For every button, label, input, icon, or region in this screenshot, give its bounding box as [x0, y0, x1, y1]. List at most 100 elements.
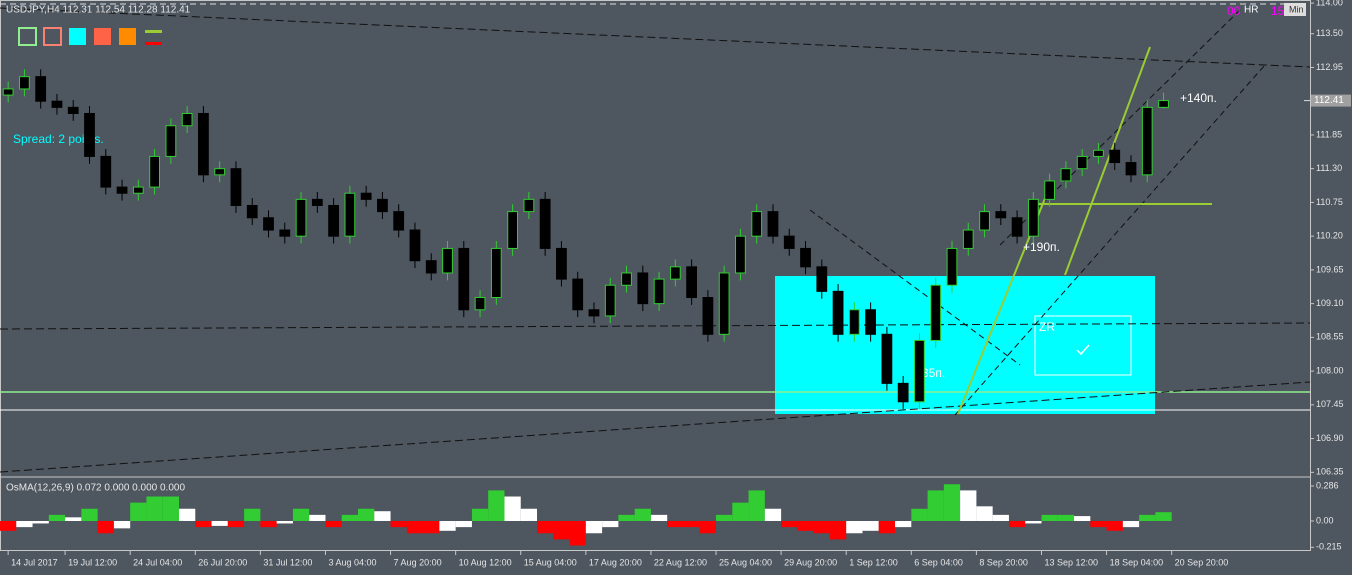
x-tick-label: 26 Jul 20:00 — [198, 557, 247, 567]
candle-body — [149, 155, 160, 188]
candle-body — [979, 211, 990, 231]
candle-body — [1011, 217, 1023, 237]
channel-line — [999, 9, 1241, 246]
fan-line — [1064, 46, 1151, 276]
candle-body — [930, 284, 942, 341]
osma-bar — [829, 521, 847, 540]
trend-line — [0, 381, 1311, 473]
osma-bar — [1106, 521, 1123, 531]
osma-bar — [667, 521, 684, 528]
indicator-header: OsMA(12,26,9) 0.072 0.000 0.000 0.000 — [6, 483, 185, 494]
x-tick-label: 1 Sep 12:00 — [849, 557, 898, 567]
y-tick-label: 109.65 — [1316, 264, 1344, 274]
osma-bar — [976, 506, 993, 521]
osma-bar — [634, 508, 651, 521]
osma-bar — [602, 521, 619, 528]
osma-bar — [48, 514, 66, 521]
osma-bar — [748, 490, 765, 521]
timer-badge — [1284, 3, 1306, 16]
y-tick-label: 106.35 — [1316, 467, 1344, 477]
osma-bar — [0, 521, 17, 531]
trend-line — [0, 7, 1311, 68]
candle-body — [1060, 168, 1072, 182]
osma-bar — [895, 521, 912, 528]
osma-bar — [781, 521, 798, 528]
candle-body — [783, 235, 795, 249]
y-tick-label: 106.90 — [1316, 433, 1344, 443]
osma-bar — [439, 521, 456, 531]
osma-bar — [325, 521, 342, 528]
osma-bar — [179, 508, 196, 521]
osma-bar — [146, 496, 163, 521]
color-swatch[interactable] — [69, 28, 86, 45]
x-tick-label: 22 Aug 12:00 — [654, 557, 707, 567]
osma-bar — [276, 521, 293, 524]
timer-hours: 00 — [1227, 4, 1241, 18]
osma-bar — [537, 521, 554, 534]
x-tick-label: 18 Sep 04:00 — [1110, 557, 1164, 567]
check-icon — [1076, 344, 1090, 356]
osma-bar — [1155, 512, 1172, 521]
osma-bar — [911, 508, 928, 521]
osma-bar — [927, 490, 944, 521]
candle-body — [230, 168, 242, 206]
color-swatch[interactable] — [94, 28, 111, 45]
candle-body — [914, 339, 925, 403]
line-swatch[interactable] — [145, 42, 162, 45]
osma-bar — [732, 502, 749, 521]
y-tick-label: 112.95 — [1316, 62, 1343, 72]
osma-bar — [244, 508, 261, 521]
candle-body — [165, 125, 177, 157]
candle-body — [816, 266, 828, 292]
osma-bar — [813, 521, 830, 534]
candle-body — [621, 272, 632, 286]
candle-body — [962, 229, 974, 249]
y-tick-label: 110.20 — [1316, 231, 1343, 241]
osma-bar — [97, 521, 114, 534]
osma-bar — [797, 521, 814, 531]
osma-bar — [1025, 521, 1042, 524]
candle-body — [881, 333, 893, 384]
candle-body — [490, 247, 502, 299]
candle-body — [1158, 100, 1169, 108]
channel-line — [809, 209, 1021, 366]
candle-body — [848, 309, 860, 335]
x-tick-label: 13 Sep 12:00 — [1044, 557, 1098, 567]
candle-body — [1141, 106, 1153, 176]
y-tick-label: 108.00 — [1316, 365, 1344, 375]
candle-body — [507, 211, 518, 249]
zone — [775, 276, 1155, 414]
y-tick-label: 0.286 — [1316, 480, 1339, 490]
osma-bar — [1090, 521, 1107, 528]
candle-body — [1027, 198, 1039, 237]
candle-body — [718, 272, 730, 335]
color-swatch[interactable] — [18, 27, 37, 46]
color-swatch[interactable] — [119, 28, 136, 45]
osma-bar — [650, 514, 668, 521]
osma-bar — [943, 484, 961, 521]
candle-body — [132, 186, 144, 194]
osma-bar — [504, 496, 521, 521]
x-tick-label: 14 Jul 2017 — [11, 557, 58, 567]
osma-bar — [390, 521, 407, 528]
line-swatch[interactable] — [145, 30, 162, 33]
candle-body — [653, 278, 665, 305]
osma-bar — [16, 521, 33, 528]
color-swatch[interactable] — [43, 27, 62, 46]
osma-bar — [162, 496, 180, 521]
candle-body — [425, 260, 437, 274]
x-tick-label: 17 Aug 20:00 — [589, 557, 642, 567]
osma-bar — [227, 521, 245, 528]
osma-bar — [488, 490, 505, 521]
osma-bar — [1074, 516, 1091, 521]
last-price-box — [1311, 94, 1351, 107]
candle-body — [832, 290, 844, 335]
x-tick-label: 24 Jul 04:00 — [133, 557, 182, 567]
timer-label: HR — [1244, 5, 1258, 16]
x-tick-label: 7 Aug 20:00 — [394, 557, 442, 567]
y-tick-label: 110.75 — [1316, 197, 1343, 207]
candle-body — [572, 278, 584, 311]
osma-bar — [260, 521, 277, 528]
y-tick-label: -0.215 — [1316, 542, 1342, 552]
